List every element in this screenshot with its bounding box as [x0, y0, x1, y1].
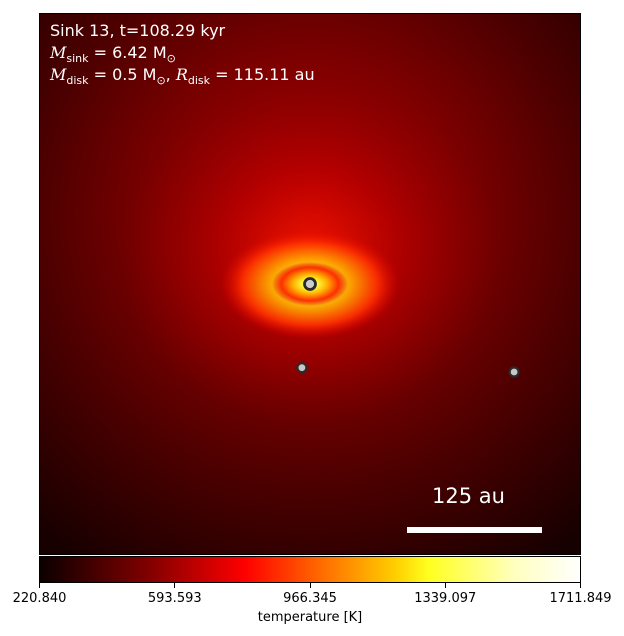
solar-mass-subscript: ⊙ — [166, 52, 176, 66]
disk-mass-subscript: disk — [66, 74, 89, 88]
colorbar-tick-mark — [39, 583, 40, 588]
disk-mass-value: = 0.5 M — [88, 65, 157, 84]
sink-mass-symbol: M — [50, 43, 67, 62]
colorbar-tick-label: 966.345 — [283, 591, 337, 606]
disk-radius-symbol: R — [175, 65, 188, 84]
colorbar-tick-mark — [444, 583, 446, 588]
colorbar-tick-mark — [580, 583, 581, 588]
title-line-1: Sink 13, t=108.29 kyr — [50, 21, 225, 41]
title-separator: , — [165, 65, 176, 84]
colorbar-tick-label: 1711.849 — [549, 591, 612, 606]
colorbar — [39, 556, 581, 583]
title-line-2: Msink = 6.42 M⊙ — [50, 43, 176, 69]
companion-sink-marker — [296, 362, 308, 374]
colorbar-tick-mark — [309, 583, 311, 588]
colorbar-tick-label: 593.593 — [147, 591, 202, 606]
colorbar-title: temperature [K] — [257, 610, 363, 625]
disk-radius-subscript: disk — [187, 74, 211, 88]
title-sink-time: Sink 13, t=108.29 kyr — [50, 21, 226, 40]
title-line-3: Mdisk = 0.5 M⊙, Rdisk = 115.11 au — [50, 65, 315, 91]
scale-bar — [407, 527, 542, 533]
colorbar-tick-label: 1339.097 — [414, 591, 477, 606]
colorbar-tick-mark — [174, 583, 176, 588]
sink-mass-subscript: sink — [66, 52, 89, 66]
colorbar-tick-label: 220.840 — [12, 591, 67, 606]
disk-mass-symbol: M — [50, 65, 67, 84]
temperature-map-svg — [40, 14, 580, 554]
sink-mass-value: = 6.42 M — [88, 43, 167, 62]
companion-sink-marker — [508, 366, 520, 378]
disk-radius-value: = 115.11 au — [210, 65, 315, 84]
temperature-map: Sink 13, t=108.29 kyr Msink = 6.42 M⊙ Md… — [39, 13, 581, 555]
scale-bar-label: 125 au — [432, 484, 505, 508]
solar-mass-subscript-2: ⊙ — [156, 74, 166, 88]
central-sink-marker — [303, 277, 317, 291]
sink-markers — [296, 277, 520, 378]
